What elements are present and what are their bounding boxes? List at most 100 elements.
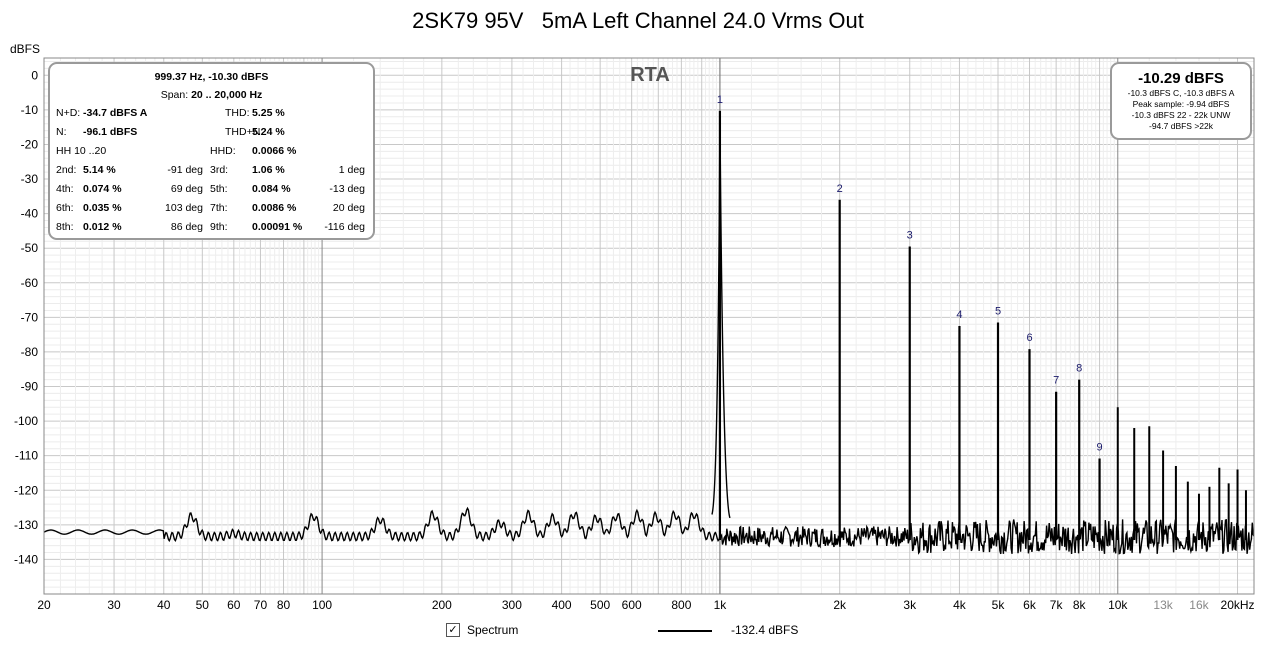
readout-value: -34.7 dBFS A bbox=[83, 107, 148, 119]
x-tick-label: 3k bbox=[903, 598, 917, 612]
distortion-readout-panel[interactable]: 999.37 Hz, -10.30 dBFS Span: 20 .. 20,00… bbox=[48, 62, 375, 240]
y-tick-label: -140 bbox=[14, 552, 38, 566]
y-tick-label: -120 bbox=[14, 483, 38, 497]
readout-label: 6th: bbox=[56, 202, 74, 214]
x-tick-label: 600 bbox=[622, 598, 642, 612]
x-tick-label: 300 bbox=[502, 598, 522, 612]
readout-value: -96.1 dBFS bbox=[83, 126, 138, 138]
legend-line-swatch bbox=[658, 630, 712, 632]
x-tick-label: 800 bbox=[671, 598, 691, 612]
y-tick-label: -130 bbox=[14, 518, 38, 532]
legend-series-name: Spectrum bbox=[467, 623, 519, 637]
plot-frame bbox=[43, 57, 1255, 595]
level-value: -10.29 dBFS bbox=[1138, 70, 1224, 87]
readout-value: 0.0066 % bbox=[252, 145, 297, 157]
readout-value: 0.074 % bbox=[83, 183, 122, 195]
x-tick-label: 80 bbox=[277, 598, 291, 612]
x-tick-label: 1k bbox=[714, 598, 728, 612]
readout-label: THD+N: bbox=[225, 126, 264, 138]
x-tick-label: 100 bbox=[312, 598, 332, 612]
x-tick-label: 500 bbox=[590, 598, 610, 612]
readout-phase: 1 deg bbox=[338, 164, 365, 176]
x-tick-label: 8k bbox=[1073, 598, 1087, 612]
level-readout-panel[interactable]: -10.29 dBFS -10.3 dBFS C, -10.3 dBFS A P… bbox=[1110, 62, 1252, 140]
level-detail-line: -94.7 dBFS >22k bbox=[1148, 121, 1214, 131]
readout-label: 2nd: bbox=[56, 164, 77, 176]
x-tick-label: 200 bbox=[432, 598, 452, 612]
readout-value: 5.14 % bbox=[83, 164, 116, 176]
x-tick-label: 20 bbox=[37, 598, 51, 612]
y-tick-label: 0 bbox=[31, 68, 38, 82]
readout-label: 5th: bbox=[210, 183, 228, 195]
readout-row: N: -96.1 dBFS THD+N: 5.24 % bbox=[50, 123, 373, 142]
harmonic-labels: 1 2 3 4 5 6 7 8 9 bbox=[717, 94, 1103, 454]
x-tick-label: 6k bbox=[1023, 598, 1037, 612]
spectrum-line bbox=[43, 506, 1255, 555]
harmonic-number-label: 5 bbox=[995, 306, 1001, 318]
y-tick-label: -40 bbox=[21, 207, 39, 221]
readout-phase: 20 deg bbox=[332, 202, 365, 214]
y-tick-label: -50 bbox=[21, 241, 39, 255]
readout-phase: 86 deg bbox=[170, 221, 203, 233]
y-tick-label: -80 bbox=[21, 345, 39, 359]
readout-row: 2nd: 5.14 % -91 deg 3rd: 1.06 % 1 deg bbox=[50, 161, 373, 180]
readout-label: 9th: bbox=[210, 221, 228, 233]
readout-label: 4th: bbox=[56, 183, 74, 195]
y-tick-label: -60 bbox=[21, 276, 39, 290]
readout-phase: -116 deg bbox=[324, 221, 365, 233]
readout-phase: 103 deg bbox=[165, 202, 203, 214]
y-tick-label: -10 bbox=[21, 103, 39, 117]
harmonic-number-label: 9 bbox=[1097, 441, 1103, 453]
span-label: Span: bbox=[160, 89, 189, 101]
harmonic-number-label: 1 bbox=[717, 94, 723, 106]
level-detail-line: -10.3 dBFS C, -10.3 dBFS A bbox=[1127, 88, 1235, 98]
readout-label: N+D: bbox=[56, 107, 81, 119]
x-tick-label: 10k bbox=[1108, 598, 1128, 612]
readout-row: 6th: 0.035 % 103 deg 7th: 0.0086 % 20 deg bbox=[50, 199, 373, 218]
readout-value: 0.035 % bbox=[83, 202, 122, 214]
span-value: 20 .. 20,000 Hz bbox=[191, 89, 263, 101]
readout-phase: -91 deg bbox=[167, 164, 203, 176]
harmonic-number-label: 8 bbox=[1076, 363, 1082, 375]
readout-label: N: bbox=[56, 126, 67, 138]
readout-value: 0.012 % bbox=[83, 221, 122, 233]
x-tick-label: 50 bbox=[196, 598, 210, 612]
readout-phase: 69 deg bbox=[170, 183, 203, 195]
y-axis-label: dBFS bbox=[10, 42, 41, 56]
readout-value: 1.06 % bbox=[252, 164, 285, 176]
readout-value: 5.24 % bbox=[252, 126, 285, 138]
axis-ticks: 0 -10 -20 -30 -40 -50 -60 -70 -80 -90 -100 -110 -120… bbox=[14, 68, 1255, 612]
readout-row: 8th: 0.012 % 86 deg 9th: 0.00091 % -116 deg bbox=[50, 218, 373, 237]
x-tick-label: 400 bbox=[552, 598, 572, 612]
readout-row: 4th: 0.074 % 69 deg 5th: 0.084 % -13 deg bbox=[50, 180, 373, 199]
readout-label: 7th: bbox=[210, 202, 228, 214]
readout-value: 0.0086 % bbox=[252, 202, 297, 214]
x-tick-label: 7k bbox=[1050, 598, 1064, 612]
y-tick-label: -100 bbox=[14, 414, 38, 428]
x-tick-label: 13k bbox=[1153, 598, 1173, 612]
y-tick-label: -30 bbox=[21, 172, 39, 186]
harmonic-number-label: 4 bbox=[956, 309, 962, 321]
readout-phase: -13 deg bbox=[329, 183, 365, 195]
x-tick-label: 20kHz bbox=[1221, 598, 1255, 612]
rta-label: RTA bbox=[630, 64, 670, 86]
harmonic-number-label: 6 bbox=[1026, 332, 1032, 344]
y-tick-label: -70 bbox=[21, 310, 39, 324]
fundamental-readout: 999.37 Hz, -10.30 dBFS bbox=[154, 71, 269, 83]
legend-series-value: -132.4 dBFS bbox=[731, 623, 799, 637]
y-tick-label: -110 bbox=[15, 449, 38, 463]
level-detail-line: Peak sample: -9.94 dBFS bbox=[1132, 99, 1230, 109]
readout-label: 8th: bbox=[56, 221, 74, 233]
readout-value: 0.084 % bbox=[252, 183, 291, 195]
level-detail-line: -10.3 dBFS 22 - 22k UNW bbox=[1131, 110, 1231, 120]
harmonic-number-label: 7 bbox=[1053, 375, 1059, 387]
y-tick-label: -90 bbox=[21, 380, 39, 394]
x-tick-label: 30 bbox=[107, 598, 121, 612]
x-tick-label: 60 bbox=[227, 598, 241, 612]
harmonic-number-label: 3 bbox=[907, 229, 913, 241]
x-tick-label: 5k bbox=[992, 598, 1006, 612]
spectrum-checkbox[interactable]: ✓ bbox=[446, 623, 460, 637]
fundamental-skirt bbox=[711, 113, 731, 519]
readout-value: 5.25 % bbox=[252, 107, 285, 119]
readout-label: HHD: bbox=[210, 145, 236, 157]
